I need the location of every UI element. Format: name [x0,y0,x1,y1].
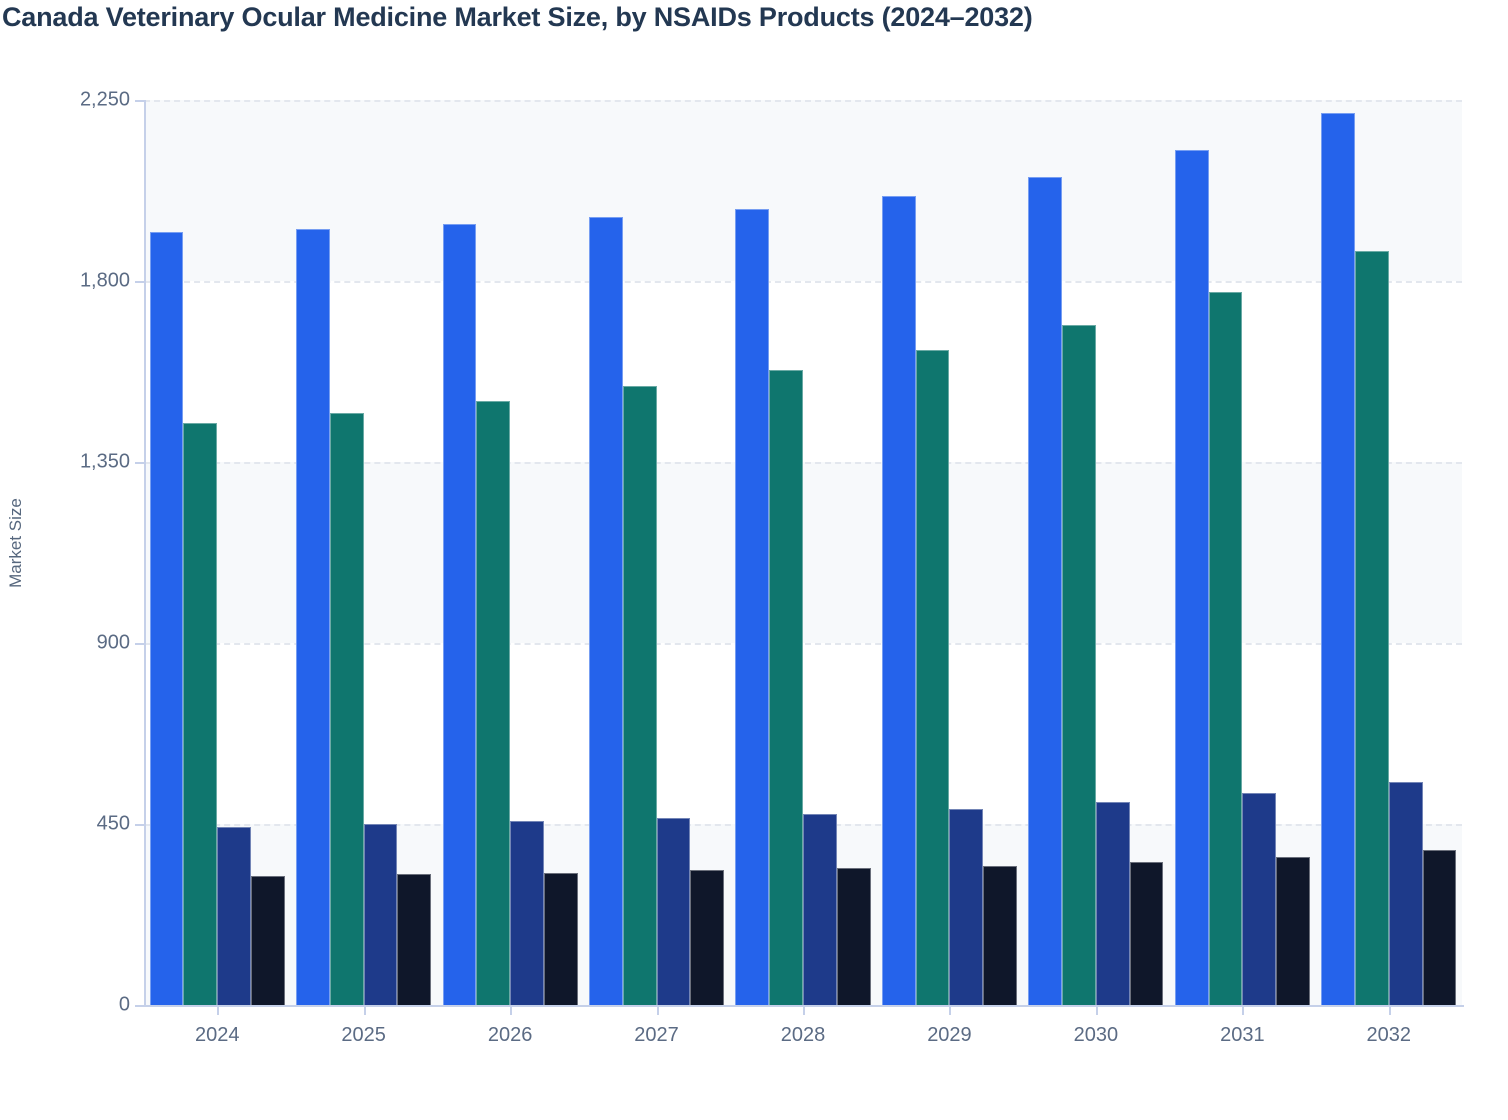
y-axis-title: Market Size [6,498,25,588]
y-tick-label-1350: 1,350 [79,450,130,473]
bar-series-teal-2032[interactable] [1354,251,1389,1005]
bar-series-blue-2030[interactable] [1028,176,1063,1005]
y-tick-mark [135,462,144,464]
bar-series-navy-2028[interactable] [802,813,837,1005]
bar-series-navy-2031[interactable] [1242,793,1277,1005]
bar-series-navy-2027[interactable] [656,818,691,1005]
bar-series-navy-2024[interactable] [217,827,252,1005]
bar-series-navy-2026[interactable] [510,821,544,1005]
x-tick-label-2032: 2032 [1366,1024,1412,1046]
x-tick-mark [363,1006,366,1015]
bar-group-2025 [290,100,436,1005]
gridline [144,100,1462,102]
x-tick-mark [1242,1006,1245,1015]
x-tick-mark [803,1006,805,1015]
bar-series-blue-2024[interactable] [149,231,184,1005]
y-tick-mark [135,100,144,102]
bar-series-dark-2026[interactable] [543,872,578,1005]
x-tick-mark [949,1006,952,1015]
bar-series-teal-2024[interactable] [183,423,218,1005]
bar-series-blue-2031[interactable] [1174,150,1209,1005]
y-tick-mark [135,643,144,645]
bar-group-2031 [1169,100,1315,1005]
bar-series-teal-2030[interactable] [1062,324,1096,1005]
x-tick-label-2027: 2027 [634,1024,679,1046]
bar-series-teal-2031[interactable] [1208,291,1243,1005]
bar-series-dark-2029[interactable] [983,865,1018,1005]
bar-series-dark-2027[interactable] [690,869,725,1005]
bar-series-dark-2024[interactable] [251,875,285,1005]
gridline [144,281,1462,283]
x-tick-label-2030: 2030 [1073,1024,1119,1046]
bar-series-teal-2025[interactable] [329,412,364,1005]
bar-series-blue-2028[interactable] [735,208,770,1005]
x-tick-label-2029: 2029 [927,1024,972,1046]
y-tick-label-0: 0 [118,993,130,1016]
bar-series-blue-2026[interactable] [442,223,477,1005]
plot-band [144,462,1462,643]
x-tick-label-2026: 2026 [487,1024,533,1046]
y-tick-label-2250: 2,250 [79,88,130,111]
x-tick-mark [1095,1006,1098,1015]
bar-series-blue-2025[interactable] [296,229,330,1005]
bar-series-navy-2029[interactable] [949,809,984,1005]
y-tick-mark [135,281,144,283]
gridline [144,462,1462,464]
bar-series-navy-2030[interactable] [1095,801,1130,1005]
bar-group-2029 [876,100,1022,1005]
x-tick-label-2031: 2031 [1220,1024,1265,1046]
bar-series-blue-2029[interactable] [881,196,916,1005]
bar-group-2032 [1316,100,1462,1005]
x-tick-mark [1388,1006,1391,1015]
gridline [144,643,1462,645]
bar-series-dark-2025[interactable] [397,874,432,1005]
bar-series-teal-2028[interactable] [769,369,803,1005]
y-tick-mark [135,824,144,826]
x-tick-label-2024: 2024 [194,1024,240,1046]
bar-group-2030 [1023,100,1169,1005]
bar-series-dark-2028[interactable] [836,867,871,1005]
bar-series-navy-2025[interactable] [363,824,398,1005]
bar-series-teal-2029[interactable] [915,349,950,1005]
bar-series-dark-2032[interactable] [1422,850,1457,1005]
y-axis-line [144,100,146,1006]
y-tick-label-450: 450 [96,812,130,835]
plot-band [144,100,1462,281]
x-tick-mark [510,1006,513,1015]
x-tick-mark [217,1006,220,1015]
y-tick-label-1800: 1,800 [79,269,130,292]
chart-title: Canada Veterinary Ocular Medicine Market… [2,2,1033,32]
bar-series-dark-2031[interactable] [1276,856,1310,1005]
plot-area [144,100,1462,1005]
bar-series-dark-2030[interactable] [1129,861,1164,1005]
bar-series-blue-2027[interactable] [588,217,623,1005]
bar-series-blue-2032[interactable] [1321,113,1355,1005]
bar-group-2024 [144,100,290,1005]
y-tick-mark [135,1005,144,1007]
bar-group-2026 [437,100,583,1005]
x-tick-label-2025: 2025 [341,1024,386,1046]
bar-series-teal-2027[interactable] [622,385,657,1005]
x-tick-mark [656,1006,659,1015]
bar-series-teal-2026[interactable] [476,400,511,1005]
bar-group-2028 [730,100,876,1005]
bar-group-2027 [583,100,729,1005]
y-tick-label-900: 900 [96,631,130,654]
bar-series-navy-2032[interactable] [1388,782,1423,1005]
x-tick-label-2028: 2028 [780,1024,826,1046]
